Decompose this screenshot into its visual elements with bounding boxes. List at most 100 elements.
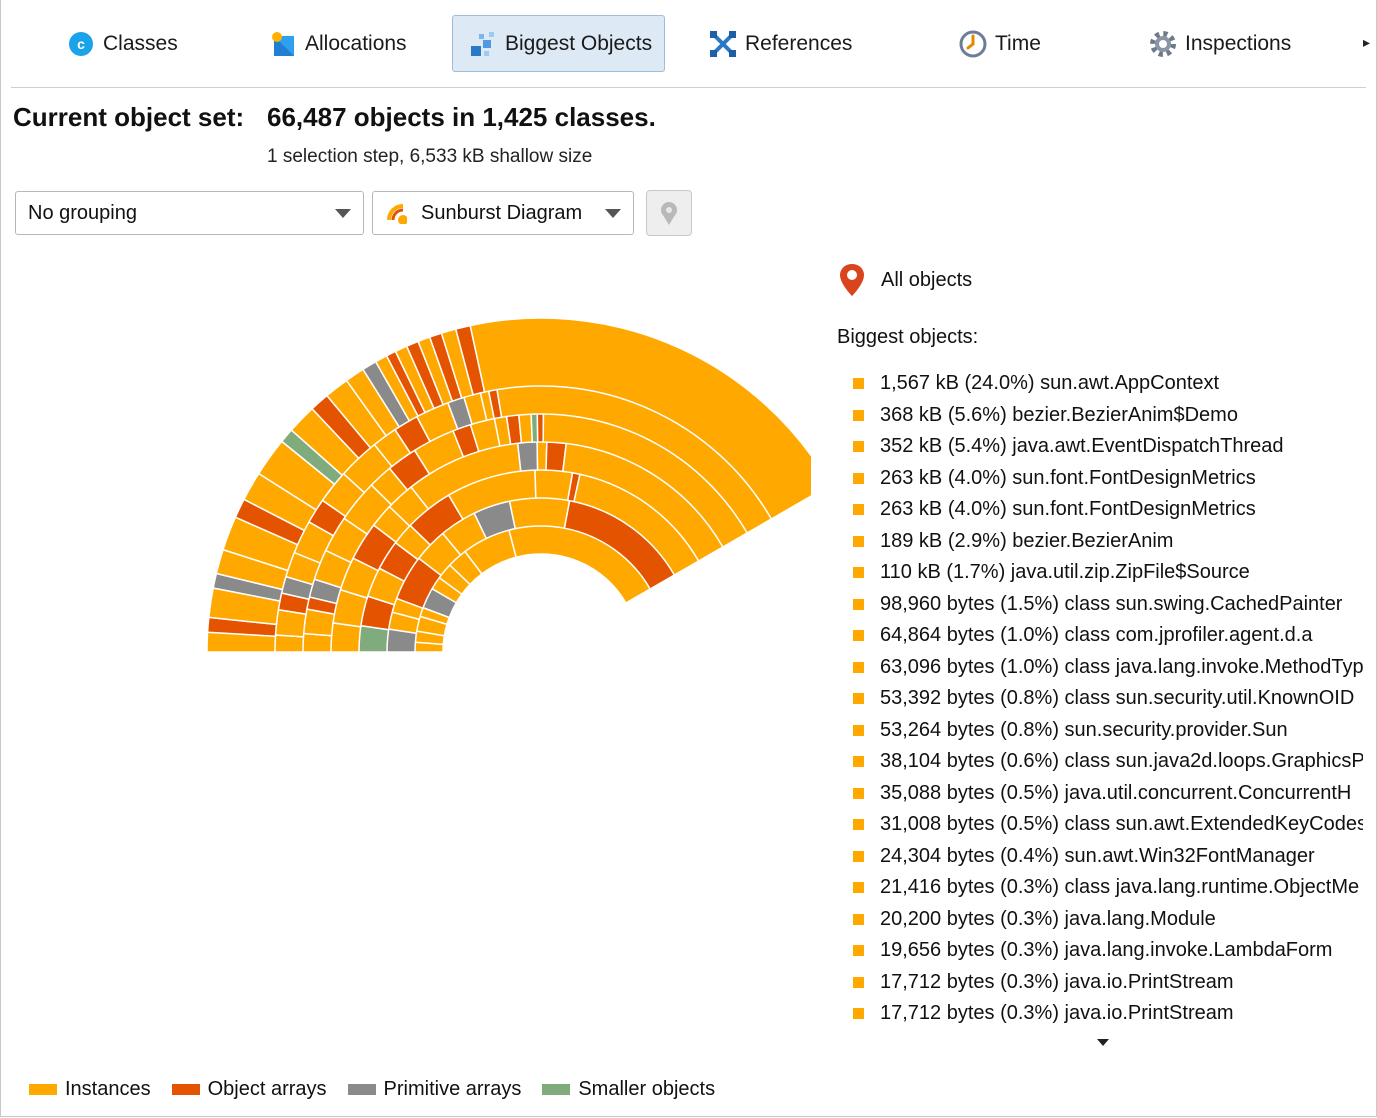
item-color-marker (853, 567, 864, 579)
item-color-marker (853, 598, 864, 610)
tab-label: Allocations (305, 31, 407, 55)
biggest-object-item[interactable]: 17,712 bytes (0.3%) java.io.PrintStream (853, 967, 1363, 999)
classes-icon: c (67, 30, 95, 58)
biggest-object-item[interactable]: 24,304 bytes (0.4%) sun.awt.Win32FontMan… (853, 841, 1363, 873)
item-color-marker (853, 819, 864, 831)
biggest-object-item[interactable]: 189 kB (2.9%) bezier.BezierAnim (853, 526, 1363, 558)
item-color-marker (853, 787, 864, 799)
legend-item: Primitive arrays (347, 1078, 521, 1101)
biggest-object-label: 31,008 bytes (0.5%) class sun.awt.Extend… (880, 813, 1363, 836)
tab-label: Time (995, 31, 1041, 55)
biggest-objects-title: Biggest objects: (837, 326, 979, 348)
tab-label: Classes (103, 31, 178, 55)
biggest-object-item[interactable]: 110 kB (1.7%) java.util.zip.ZipFile$Sour… (853, 557, 1363, 589)
biggest-object-item[interactable]: 352 kB (5.4%) java.awt.EventDispatchThre… (853, 431, 1363, 463)
biggest-object-label: 17,712 bytes (0.3%) java.io.PrintStream (880, 970, 1234, 993)
biggest-object-label: 1,567 kB (24.0%) sun.awt.AppContext (880, 372, 1220, 395)
biggest-object-item[interactable]: 53,264 bytes (0.8%) sun.security.provide… (853, 715, 1363, 747)
item-color-marker (853, 724, 864, 736)
tab-bar: c Classes Allocations Biggest Objects Re… (11, 0, 1370, 88)
location-pin-icon (837, 262, 867, 298)
legend-label: Object arrays (207, 1078, 327, 1100)
biggest-object-item[interactable]: 98,960 bytes (1.5%) class sun.swing.Cach… (853, 589, 1363, 621)
biggest-object-label: 20,200 bytes (0.3%) java.lang.Module (880, 907, 1216, 930)
legend-swatch (29, 1084, 57, 1095)
tab-label: Inspections (1185, 31, 1292, 55)
references-icon (709, 30, 737, 58)
biggest-object-item[interactable]: 53,392 bytes (0.8%) class sun.security.u… (853, 683, 1363, 715)
item-color-marker (853, 1008, 864, 1020)
item-color-marker (853, 630, 864, 642)
biggest-object-item[interactable]: 368 kB (5.6%) bezier.BezierAnim$Demo (853, 400, 1363, 432)
biggest-object-item[interactable]: 35,088 bytes (0.5%) java.util.concurrent… (853, 778, 1363, 810)
view-mode-select-value: Sunburst Diagram (421, 201, 583, 224)
svg-text:c: c (77, 36, 85, 52)
biggest-object-item[interactable]: 64,864 bytes (1.0%) class com.jprofiler.… (853, 620, 1363, 652)
biggest-object-item[interactable]: 263 kB (4.0%) sun.font.FontDesignMetrics (853, 463, 1363, 495)
biggest-object-label: 352 kB (5.4%) java.awt.EventDispatchThre… (880, 435, 1284, 458)
tab-inspections[interactable]: Inspections (1149, 15, 1291, 72)
sunburst-icon (385, 202, 408, 225)
chevron-down-icon (605, 209, 621, 218)
tab-classes[interactable]: c Classes (67, 15, 178, 72)
biggest-objects-list: 1,567 kB (24.0%) sun.awt.AppContext 368 k… (853, 368, 1363, 1030)
legend: Instances Object arrays Primitive arrays Sm… (29, 1078, 736, 1101)
biggest-object-item[interactable]: 17,712 bytes (0.3%) java.io.PrintStream (853, 998, 1363, 1030)
biggest-object-label: 368 kB (5.6%) bezier.BezierAnim$Demo (880, 403, 1238, 426)
allocations-icon (269, 30, 297, 58)
time-icon (959, 30, 987, 58)
item-color-marker (853, 945, 864, 957)
item-color-marker (853, 441, 864, 453)
pin-button[interactable] (646, 190, 692, 236)
view-mode-select[interactable]: Sunburst Diagram (372, 191, 634, 235)
item-color-marker (853, 756, 864, 768)
tab-references[interactable]: References (709, 15, 852, 72)
tab-time[interactable]: Time (959, 15, 1041, 72)
biggest-object-item[interactable]: 263 kB (4.0%) sun.font.FontDesignMetrics (853, 494, 1363, 526)
legend-item: Object arrays (171, 1078, 327, 1101)
legend-swatch (542, 1084, 571, 1095)
biggest-object-label: 63,096 bytes (1.0%) class java.lang.invo… (880, 655, 1363, 678)
grouping-select-value: No grouping (28, 201, 137, 224)
biggest-object-label: 24,304 bytes (0.4%) sun.awt.Win32FontMan… (880, 844, 1315, 867)
biggest-object-label: 53,392 bytes (0.8%) class sun.security.u… (880, 687, 1355, 710)
biggest-object-item[interactable]: 31,008 bytes (0.5%) class sun.awt.Extend… (853, 809, 1363, 841)
scroll-down-arrow-icon[interactable] (1097, 1039, 1109, 1046)
item-color-marker (853, 504, 864, 516)
biggest-object-label: 189 kB (2.9%) bezier.BezierAnim (880, 529, 1174, 552)
tab-allocations[interactable]: Allocations (269, 15, 407, 72)
biggest-object-item[interactable]: 19,656 bytes (0.3%) java.lang.invoke.Lam… (853, 935, 1363, 967)
grouping-select[interactable]: No grouping (15, 191, 364, 235)
biggest-object-item[interactable]: 1,567 kB (24.0%) sun.awt.AppContext (853, 368, 1363, 400)
tab-label: References (745, 31, 853, 55)
sunburst-segment[interactable] (469, 317, 811, 521)
biggest-object-item[interactable]: 63,096 bytes (1.0%) class java.lang.invo… (853, 652, 1363, 684)
biggest-objects-icon (469, 30, 497, 58)
biggest-object-item[interactable]: 21,416 bytes (0.3%) class java.lang.runt… (853, 872, 1363, 904)
biggest-object-item[interactable]: 20,200 bytes (0.3%) java.lang.Module (853, 904, 1363, 936)
pin-icon (661, 202, 677, 225)
item-color-marker (853, 535, 864, 547)
legend-swatch (347, 1084, 376, 1095)
biggest-object-label: 263 kB (4.0%) sun.font.FontDesignMetrics (880, 498, 1256, 521)
item-color-marker (853, 976, 864, 988)
selection-summary: 1 selection step, 6,533 kB shallow size (267, 146, 593, 167)
biggest-object-label: 21,416 bytes (0.3%) class java.lang.runt… (880, 876, 1360, 899)
sunburst-diagram[interactable] (1, 240, 811, 960)
current-object-set-label: Current object set: (13, 102, 245, 132)
tab-biggest-objects[interactable]: Biggest Objects (452, 15, 665, 72)
legend-item: Smaller objects (542, 1078, 715, 1101)
all-objects-link[interactable]: All objects (837, 262, 972, 298)
biggest-object-label: 17,712 bytes (0.3%) java.io.PrintStream (880, 1002, 1234, 1025)
item-color-marker (853, 882, 864, 894)
biggest-object-item[interactable]: 38,104 bytes (0.6%) class sun.java2d.loo… (853, 746, 1363, 778)
item-color-marker (853, 661, 864, 673)
legend-item: Instances (29, 1078, 151, 1101)
item-color-marker (853, 913, 864, 925)
more-tabs-arrow-icon[interactable]: ▸ (1363, 34, 1371, 50)
biggest-object-label: 110 kB (1.7%) java.util.zip.ZipFile$Sour… (880, 561, 1250, 584)
item-color-marker (853, 409, 864, 421)
biggest-object-label: 19,656 bytes (0.3%) java.lang.invoke.Lam… (880, 939, 1333, 962)
biggest-object-label: 263 kB (4.0%) sun.font.FontDesignMetrics (880, 466, 1256, 489)
tab-label: Biggest Objects (505, 31, 653, 55)
